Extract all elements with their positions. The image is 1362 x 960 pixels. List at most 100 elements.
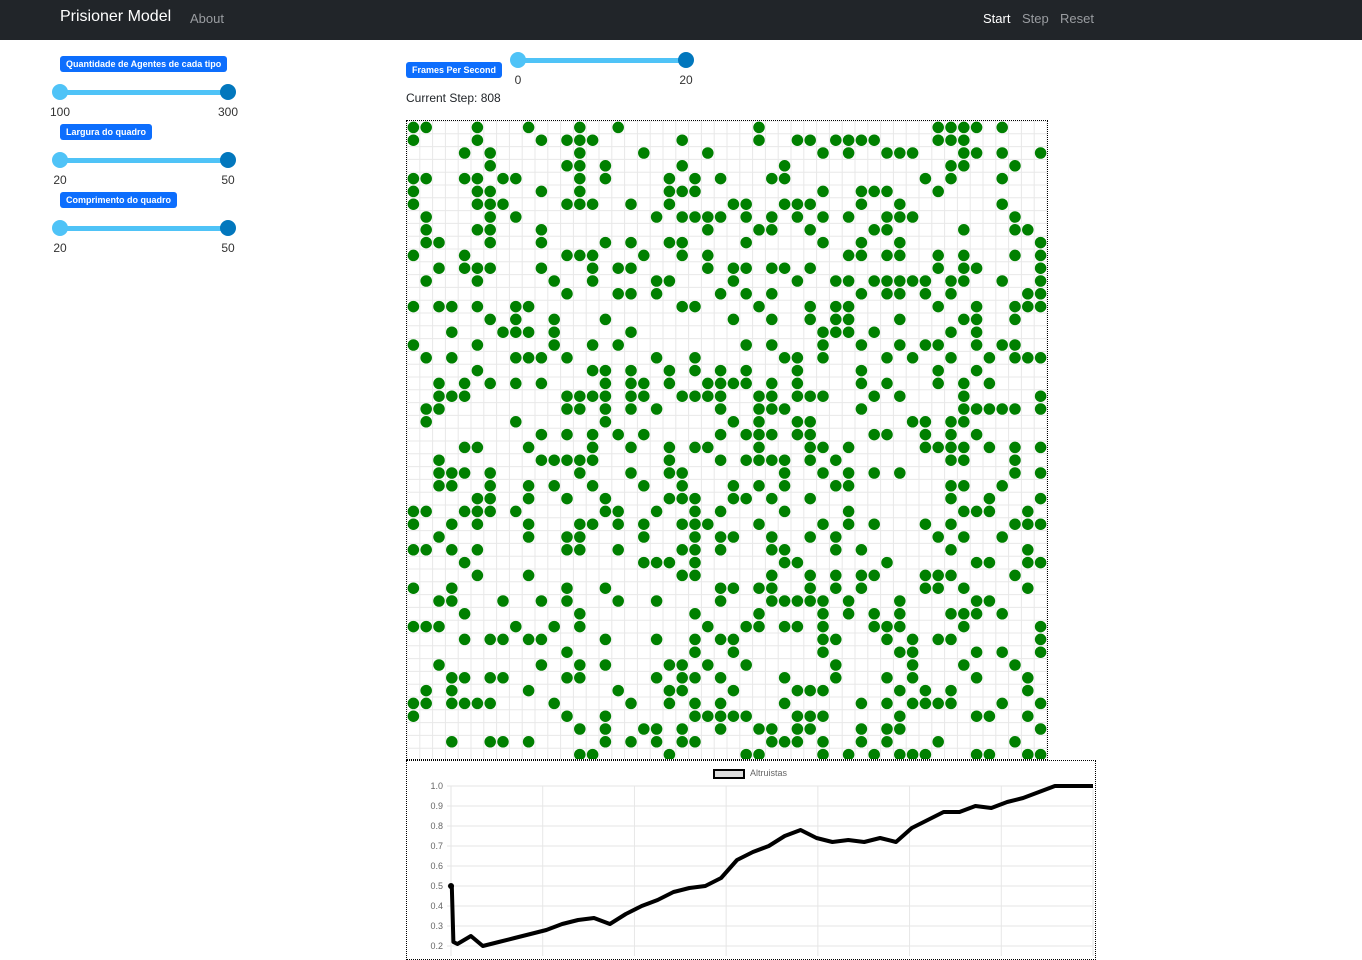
agent-dot — [446, 544, 458, 556]
width-slider[interactable] — [52, 150, 236, 170]
agent-dot — [727, 531, 740, 543]
agent-dot — [689, 390, 701, 402]
agent-dot — [970, 556, 983, 569]
agent-dot — [958, 454, 970, 466]
start-button[interactable]: Start — [983, 11, 1011, 26]
agent-dot — [663, 185, 676, 198]
agents-slider-track[interactable] — [60, 90, 228, 95]
length-slider[interactable] — [52, 218, 236, 238]
agents-slider-min-handle[interactable] — [52, 84, 68, 100]
length-slider-track[interactable] — [60, 226, 228, 231]
agent-dot — [881, 377, 893, 390]
length-slider-min-handle[interactable] — [52, 220, 68, 236]
agent-dot — [740, 620, 752, 633]
agent-dot — [471, 441, 484, 454]
agent-dot — [983, 748, 996, 759]
fps-slider[interactable] — [510, 50, 694, 70]
agent-dot — [804, 595, 816, 607]
agent-dot — [740, 339, 752, 351]
agent-dot — [791, 723, 804, 735]
agent-dot — [970, 364, 983, 377]
agent-dot — [535, 262, 548, 274]
agent-dot — [458, 505, 471, 518]
fps-slider-label: Frames Per Second — [406, 62, 503, 78]
agent-dot — [804, 684, 816, 697]
agents-slider[interactable] — [52, 82, 236, 102]
fps-slider-min-handle[interactable] — [510, 52, 526, 68]
agent-dot — [817, 326, 829, 338]
agent-dot — [599, 377, 612, 390]
width-slider-track[interactable] — [60, 158, 228, 163]
agent-dot — [407, 710, 420, 722]
agent-dot — [714, 172, 727, 185]
agent-dot — [970, 326, 983, 338]
y-tick-label: 0.6 — [430, 861, 443, 871]
agent-dot — [817, 710, 829, 722]
agent-dot — [778, 736, 791, 748]
brand-title[interactable]: Prisioner Model — [60, 8, 172, 25]
agent-dot — [574, 467, 586, 479]
agent-dot — [561, 531, 573, 543]
agent-dot — [535, 185, 548, 198]
agent-dot — [522, 633, 535, 646]
agent-dot — [561, 288, 573, 300]
agent-dot — [830, 275, 842, 287]
nav-about-link[interactable]: About — [190, 11, 224, 26]
agent-dot — [970, 313, 983, 326]
agent-dot — [1022, 684, 1034, 697]
agent-dot — [996, 608, 1008, 620]
agent-dot — [561, 198, 573, 210]
agent-dot — [740, 236, 752, 249]
agent-dot — [958, 480, 970, 492]
agent-dot — [638, 723, 650, 735]
agent-dot — [778, 352, 791, 364]
fps-slider-max-handle[interactable] — [678, 52, 694, 68]
agents-slider-max-handle[interactable] — [220, 84, 236, 100]
agent-dot — [420, 352, 432, 364]
agent-dot — [497, 672, 509, 684]
agent-dot — [484, 198, 496, 210]
agent-dot — [599, 313, 612, 326]
chart-legend[interactable]: Altruistas — [713, 768, 787, 779]
agent-dot — [535, 236, 548, 249]
top-navbar: Prisioner Model About Start Step Reset — [0, 0, 1362, 40]
agent-dot — [535, 134, 548, 146]
agent-dot — [766, 211, 778, 223]
length-slider-max-handle[interactable] — [220, 220, 236, 236]
fps-slider-track[interactable] — [518, 58, 686, 63]
agent-dot — [676, 723, 688, 735]
agent-dot — [804, 416, 816, 428]
width-slider-min-handle[interactable] — [52, 152, 68, 168]
agent-dot — [574, 249, 586, 262]
agent-dot — [574, 620, 586, 633]
width-slider-max-handle[interactable] — [220, 152, 236, 168]
agent-dot — [689, 352, 701, 364]
agent-dot — [1034, 275, 1047, 287]
agent-dot — [881, 428, 893, 441]
agent-dot — [881, 147, 893, 159]
agent-dot — [433, 659, 445, 671]
agent-dot — [842, 313, 855, 326]
agent-dot — [484, 697, 496, 710]
step-button[interactable]: Step — [1022, 11, 1049, 26]
agent-dot — [522, 300, 535, 313]
agent-dot — [446, 518, 458, 530]
agent-dot — [817, 518, 829, 530]
agent-dot — [842, 211, 855, 223]
agent-dot — [625, 326, 637, 338]
agent-dot — [612, 428, 624, 441]
agent-dot — [945, 275, 957, 287]
agent-dot — [714, 454, 727, 466]
agent-dot — [407, 121, 420, 134]
simulation-grid[interactable] — [406, 120, 1048, 760]
agent-dot — [919, 748, 932, 759]
agent-dot — [484, 211, 496, 223]
agent-dot — [484, 672, 496, 684]
agent-dot — [958, 620, 970, 633]
agent-dot — [586, 364, 599, 377]
agent-dot — [766, 569, 778, 582]
agent-dot — [996, 121, 1008, 134]
agent-dot — [945, 544, 957, 556]
agent-dot — [1009, 569, 1021, 582]
reset-button[interactable]: Reset — [1060, 11, 1094, 26]
